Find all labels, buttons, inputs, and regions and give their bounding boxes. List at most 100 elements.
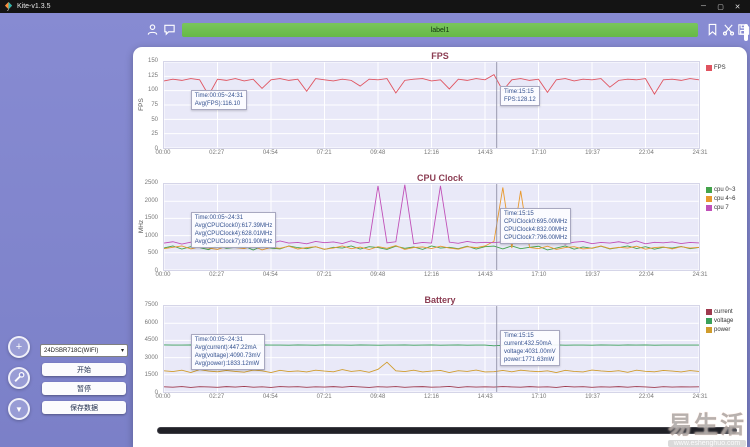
- device-select[interactable]: 24DSBR718C(WIFI) ▾: [40, 344, 128, 357]
- y-tick-label: 25: [151, 131, 158, 138]
- chart-title: CPU Clock: [416, 173, 463, 183]
- x-tick-label: 07:21: [316, 272, 332, 278]
- y-tick-label: 1500: [144, 372, 158, 379]
- average-tooltip: Time:00:05~24:31 Avg(FPS):116.10: [190, 89, 248, 110]
- legend-swatch: [706, 318, 712, 324]
- add-button[interactable]: +: [8, 336, 30, 358]
- legend-swatch: [706, 187, 712, 193]
- y-tick-label: 75: [151, 102, 158, 108]
- cursor-tooltip: Time:15:15 FPS:128.12: [499, 86, 540, 107]
- series-lines: [164, 62, 699, 148]
- cursor-tooltip: Time:15:15 CPUClock0:695.00MHz CPUClock4:8…: [499, 208, 572, 245]
- x-tick-label: 19:37: [585, 272, 601, 278]
- x-tick-label: 09:48: [370, 394, 386, 400]
- legend-swatch: [706, 327, 712, 333]
- start-button[interactable]: 开始: [42, 363, 126, 376]
- plot-area[interactable]: Time:00:05~24:31 Avg(current):447.22mA Avg…: [163, 305, 700, 393]
- maximize-button[interactable]: ▢: [717, 3, 724, 11]
- y-axis-ticks: 0 1500 3000 4500 6000 7500: [137, 302, 160, 396]
- x-tick-label: 04:54: [262, 150, 278, 156]
- x-tick-label: 00:00: [155, 394, 171, 400]
- x-tick-label: 07:21: [316, 394, 332, 400]
- cpu-clock-chart: CPU Clock MHz 0 500 1000 1500 2000 2500 Time:…: [137, 171, 743, 293]
- x-tick-label: 17:10: [531, 394, 547, 400]
- close-button[interactable]: ✕: [734, 3, 741, 11]
- titlebar: Kite-v1.3.5 ─ ▢ ✕: [0, 0, 750, 13]
- x-tick-label: 12:16: [423, 272, 440, 278]
- battery-chart: Battery 0 1500 3000 4500 6000 7500 Time:00:05…: [137, 293, 743, 415]
- download-button[interactable]: ▼: [8, 398, 30, 420]
- x-tick-label: 09:48: [370, 272, 386, 278]
- minimize-button[interactable]: ─: [701, 2, 706, 10]
- arrow-down-icon: ▼: [15, 404, 23, 414]
- y-tick-label: 100: [147, 87, 158, 94]
- y-tick-label: 0: [154, 390, 158, 396]
- x-tick-label: 14:43: [477, 150, 493, 156]
- pause-button[interactable]: 暂停: [42, 382, 126, 395]
- x-tick-label: 22:04: [638, 150, 654, 156]
- x-tick-label: 12:16: [423, 150, 440, 156]
- legend-swatch: [706, 65, 712, 71]
- legend-swatch: [706, 196, 712, 202]
- y-tick-label: 3000: [144, 354, 158, 361]
- chart-legend: current voltage power: [706, 309, 733, 336]
- x-tick-label: 04:54: [262, 394, 278, 400]
- x-tick-label: 19:37: [585, 150, 601, 156]
- chat-icon[interactable]: [163, 23, 176, 36]
- legend-item[interactable]: cpu 7: [706, 205, 736, 211]
- user-icon[interactable]: [146, 23, 159, 36]
- save-data-button[interactable]: 保存数据: [42, 401, 126, 414]
- y-tick-label: 2500: [144, 180, 158, 186]
- bookmark-icon[interactable]: [706, 23, 719, 36]
- legend-swatch: [706, 205, 712, 211]
- fps-chart: FPS FPS 0 25 50 75 100 125 150 Time:00:05~24:3…: [137, 49, 743, 171]
- y-tick-label: 4500: [144, 337, 158, 344]
- x-tick-label: 22:04: [638, 394, 654, 400]
- scrollbar-thumb[interactable]: [158, 428, 727, 433]
- average-tooltip: Time:00:05~24:31 Avg(CPUClock0):617.39MHz…: [190, 211, 277, 248]
- legend-label: voltage: [714, 318, 734, 324]
- x-axis-ticks: 00:00 02:27 04:54 07:21 09:48 12:16 14:43 17:10…: [155, 394, 707, 403]
- charts-container: FPS FPS 0 25 50 75 100 125 150 Time:00:05~24:3…: [137, 49, 743, 415]
- legend-item[interactable]: FPS: [706, 65, 726, 71]
- x-axis-ticks: 00:00 02:27 04:54 07:21 09:48 12:16 14:43 17:10…: [155, 272, 707, 281]
- y-tick-label: 2000: [144, 197, 158, 204]
- cut-icon[interactable]: [722, 23, 735, 36]
- legend-item[interactable]: cpu 4~6: [706, 196, 736, 202]
- x-tick-label: 07:21: [316, 150, 332, 156]
- y-tick-label: 0: [154, 146, 158, 152]
- x-tick-label: 22:04: [638, 272, 654, 278]
- x-tick-label: 00:00: [155, 272, 171, 278]
- legend-item[interactable]: current: [706, 309, 733, 315]
- x-tick-label: 17:10: [531, 272, 547, 278]
- window-title: Kite-v1.3.5: [17, 3, 51, 10]
- horizontal-scrollbar[interactable]: [157, 427, 737, 434]
- legend-item[interactable]: cpu 0~3: [706, 187, 736, 193]
- x-tick-label: 24:31: [692, 272, 708, 278]
- legend-item[interactable]: voltage: [706, 318, 733, 324]
- x-axis-ticks: 00:00 02:27 04:54 07:21 09:48 12:16 14:43 17:10…: [155, 150, 707, 159]
- chart-legend: cpu 0~3 cpu 4~6 cpu 7: [706, 187, 736, 214]
- x-tick-label: 02:27: [209, 150, 225, 156]
- x-tick-label: 14:43: [477, 272, 493, 278]
- x-tick-label: 19:37: [585, 394, 601, 400]
- y-tick-label: 6000: [144, 319, 158, 326]
- plot-area[interactable]: Time:00:05~24:31 Avg(CPUClock0):617.39MHz…: [163, 183, 700, 271]
- x-tick-label: 17:10: [531, 150, 547, 156]
- legend-label: cpu 0~3: [714, 187, 736, 193]
- y-tick-label: 7500: [144, 302, 158, 308]
- vertical-scrollbar[interactable]: [744, 24, 748, 41]
- plot-area[interactable]: Time:00:05~24:31 Avg(FPS):116.10 Time:15:…: [163, 61, 700, 149]
- cursor-tooltip: Time:15:15 current:432.50mA voltage:4031.0…: [499, 330, 560, 367]
- x-tick-label: 12:16: [423, 394, 440, 400]
- label-input[interactable]: label1: [182, 23, 698, 37]
- tools-button[interactable]: [8, 367, 30, 389]
- x-tick-label: 24:31: [692, 150, 708, 156]
- kite-app-icon: [4, 2, 13, 12]
- legend-item[interactable]: power: [706, 327, 733, 333]
- y-tick-label: 1500: [144, 215, 158, 222]
- y-axis-ticks: 0 25 50 75 100 125 150: [137, 58, 160, 152]
- legend-label: power: [714, 327, 731, 333]
- x-tick-label: 09:48: [370, 150, 386, 156]
